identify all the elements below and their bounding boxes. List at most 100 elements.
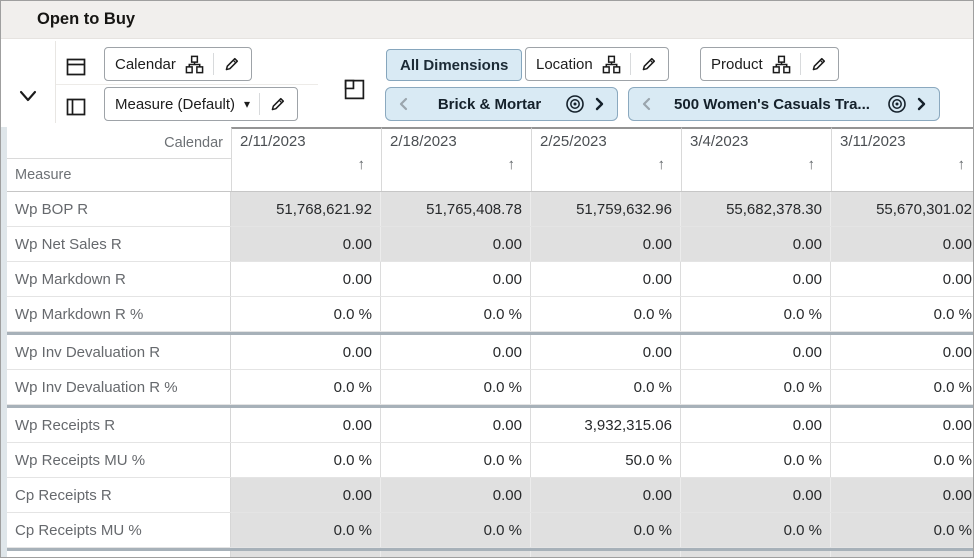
- column-header[interactable]: 2/11/2023 ↑: [231, 127, 381, 191]
- cell-value: 0.0 %: [333, 451, 372, 469]
- grid-cell[interactable]: 0.00: [381, 408, 531, 442]
- grid-cell[interactable]: 0.0 %: [531, 370, 681, 404]
- next-product-button[interactable]: [909, 90, 933, 118]
- grid-cell: [531, 551, 681, 557]
- row-header-label: Wp Receipts MU %: [15, 451, 146, 469]
- column-header-label: 3/4/2023: [690, 133, 749, 150]
- cell-value: 0.0 %: [333, 305, 372, 323]
- row-header[interactable]: Wp Inv Devaluation R %: [7, 370, 231, 404]
- column-header[interactable]: 3/11/2023 ↑: [831, 127, 973, 191]
- grid-cell[interactable]: 50.0 %: [531, 443, 681, 477]
- grid-cell[interactable]: 0.00: [231, 335, 381, 369]
- previous-product-button[interactable]: [635, 90, 659, 118]
- cell-value: 55,682,378.30: [726, 200, 822, 218]
- grid-row: Cp Receipts MU % 0.0 % 0.0 % 0.0 % 0.0 % 0.0 …: [7, 513, 973, 548]
- cell-value: 0.0 %: [483, 521, 522, 539]
- grid-cell[interactable]: 0.0 %: [231, 370, 381, 404]
- calendar-axis-label: Calendar: [115, 55, 176, 73]
- grid-cell[interactable]: 0.0 %: [381, 443, 531, 477]
- grid-cell[interactable]: 0.0 %: [831, 297, 973, 331]
- row-header[interactable]: Wp BOP R: [7, 192, 231, 226]
- grid-cell[interactable]: 0.0 %: [381, 370, 531, 404]
- all-dimensions-button[interactable]: All Dimensions: [386, 49, 523, 81]
- edit-pencil-icon[interactable]: [223, 55, 241, 73]
- sort-ascending-icon[interactable]: ↑: [957, 156, 966, 173]
- pivot-corner-button[interactable]: [340, 75, 368, 103]
- product-scope-button[interactable]: [885, 90, 909, 118]
- cell-value: 0.0 %: [633, 521, 672, 539]
- grid-cell[interactable]: 0.0 %: [381, 297, 531, 331]
- grid-cell[interactable]: 0.00: [831, 335, 973, 369]
- grid-cell[interactable]: 0.00: [831, 408, 973, 442]
- cell-value: 0.0 %: [333, 378, 372, 396]
- row-header[interactable]: Wp Markdown R: [7, 262, 231, 296]
- grid-cell[interactable]: 0.00: [531, 335, 681, 369]
- collapse-toolbar-button[interactable]: [13, 83, 43, 109]
- grid-cell[interactable]: 0.0 %: [831, 370, 973, 404]
- grid-cell[interactable]: 0.0 %: [531, 297, 681, 331]
- edit-pencil-icon[interactable]: [810, 55, 828, 73]
- cell-value: 0.00: [342, 343, 372, 361]
- row-header[interactable]: Cp Receipts MU %: [7, 513, 231, 547]
- grid-cell[interactable]: 0.0 %: [831, 443, 973, 477]
- location-dimension-label: Location: [536, 55, 593, 73]
- cell-value: 0.0 %: [783, 305, 822, 323]
- grid-row: Wp BOP R 51,768,621.92 51,765,408.78 51,759…: [7, 192, 973, 227]
- location-dimension-button[interactable]: Location: [525, 47, 669, 81]
- grid-cell[interactable]: 0.0 %: [681, 370, 831, 404]
- cell-value: 0.00: [342, 270, 372, 288]
- location-context-tile[interactable]: Brick & Mortar: [385, 87, 618, 121]
- cell-value: 0.00: [942, 235, 972, 253]
- grid-cell[interactable]: 0.00: [231, 262, 381, 296]
- page-title: Open to Buy: [37, 10, 136, 28]
- sort-ascending-icon[interactable]: ↑: [357, 156, 366, 173]
- location-scope-button[interactable]: [563, 90, 587, 118]
- grid-cell[interactable]: 0.00: [381, 335, 531, 369]
- grid-cell[interactable]: 0.00: [231, 408, 381, 442]
- grid-cell[interactable]: 0.00: [681, 335, 831, 369]
- sort-ascending-icon[interactable]: ↑: [657, 156, 666, 173]
- calendar-axis-button[interactable]: Calendar: [104, 47, 252, 81]
- rows-layout-icon: [65, 56, 87, 78]
- row-header-label: Wp Markdown R: [15, 270, 126, 288]
- sort-ascending-icon[interactable]: ↑: [807, 156, 816, 173]
- column-header[interactable]: 3/4/2023 ↑: [681, 127, 831, 191]
- grid-cell: [231, 551, 381, 557]
- cell-value: 0.00: [642, 270, 672, 288]
- previous-location-button[interactable]: [392, 90, 416, 118]
- row-header[interactable]: Wp Receipts MU %: [7, 443, 231, 477]
- grid-cell[interactable]: 0.00: [681, 408, 831, 442]
- sort-ascending-icon[interactable]: ↑: [507, 156, 516, 173]
- row-header[interactable]: Cp Receipts R: [7, 478, 231, 512]
- row-header[interactable]: Wp Inv Devaluation R: [7, 335, 231, 369]
- measure-profile-dropdown[interactable]: Measure (Default) ▾: [104, 87, 299, 121]
- grid-cell[interactable]: 0.0 %: [681, 443, 831, 477]
- product-context-tile[interactable]: 500 Women's Casuals Tra...: [628, 87, 940, 121]
- edit-pencil-icon[interactable]: [269, 95, 287, 113]
- chevron-left-icon: [641, 97, 653, 111]
- cell-value: 0.00: [792, 416, 822, 434]
- row-header[interactable]: Wp Net Sales R: [7, 227, 231, 261]
- grid-cell[interactable]: 0.00: [381, 262, 531, 296]
- edit-pencil-icon[interactable]: [640, 55, 658, 73]
- column-header[interactable]: 2/25/2023 ↑: [531, 127, 681, 191]
- next-location-button[interactable]: [587, 90, 611, 118]
- measure-profile-label: Measure (Default): [115, 95, 236, 113]
- row-header[interactable]: Wp Receipts R: [7, 408, 231, 442]
- column-axis-layout-button[interactable]: [63, 94, 89, 120]
- grid-cell[interactable]: 0.00: [831, 262, 973, 296]
- cell-value: 0.00: [942, 416, 972, 434]
- grid-cell[interactable]: 0.00: [531, 262, 681, 296]
- grid-cell[interactable]: 0.00: [681, 262, 831, 296]
- grid-cell[interactable]: 0.0 %: [231, 443, 381, 477]
- grid-row: Cp Receipts R 0.00 0.00 0.00 0.00 0.00: [7, 478, 973, 513]
- product-dimension-button[interactable]: Product: [700, 47, 839, 81]
- grid-cell[interactable]: 3,932,315.06: [531, 408, 681, 442]
- cell-value: 0.0 %: [933, 305, 972, 323]
- grid-cell[interactable]: 0.0 %: [681, 297, 831, 331]
- row-header[interactable]: Wp Markdown R %: [7, 297, 231, 331]
- column-header[interactable]: 2/18/2023 ↑: [381, 127, 531, 191]
- grid-cell[interactable]: 0.0 %: [231, 297, 381, 331]
- grid-cell: 0.00: [681, 227, 831, 261]
- row-axis-layout-button[interactable]: [63, 54, 89, 80]
